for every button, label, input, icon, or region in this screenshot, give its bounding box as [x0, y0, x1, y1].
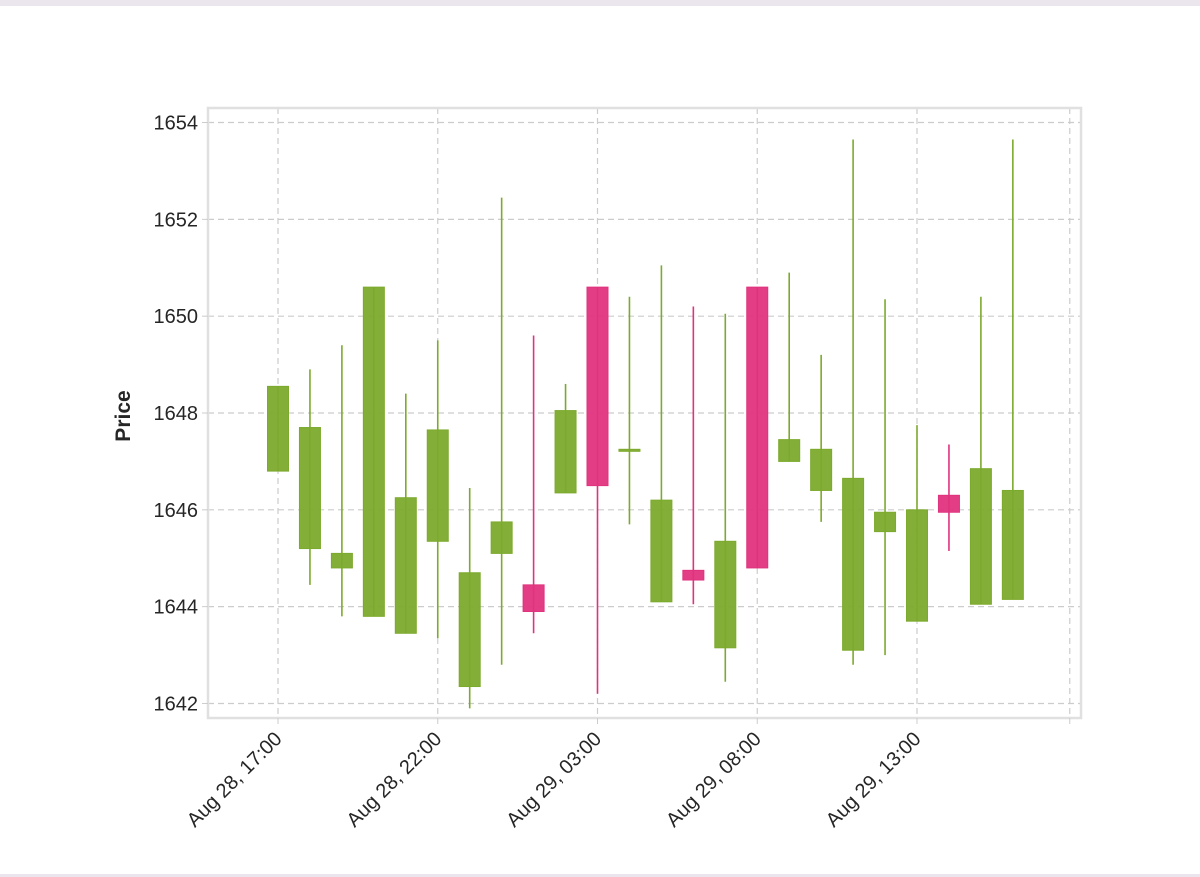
candle — [682, 306, 705, 605]
x-tick-label: Aug 29, 08:00 — [662, 728, 766, 832]
y-axis-label: Price — [112, 390, 135, 441]
y-tick-label: 1652 — [154, 209, 199, 231]
candle — [778, 272, 801, 462]
candle — [330, 345, 353, 617]
candle — [714, 313, 737, 682]
candle — [874, 299, 897, 656]
x-tick-label: Aug 28, 22:00 — [343, 728, 447, 832]
y-tick-label: 1654 — [154, 113, 199, 135]
candle-body — [874, 511, 897, 533]
y-axis-ticks: 1642 1644 1646 1648 1650 1652 1654 — [154, 113, 208, 715]
candles — [267, 139, 1024, 709]
y-tick-label: 1650 — [154, 306, 199, 328]
candle — [298, 369, 321, 585]
y-tick-label: 1644 — [154, 597, 199, 619]
candle-body — [714, 540, 737, 649]
candle — [810, 354, 833, 522]
x-tick-label: Aug 29, 03:00 — [502, 728, 606, 832]
candle — [1001, 139, 1024, 600]
candle — [842, 139, 865, 665]
candle-body — [969, 468, 992, 605]
candle — [746, 286, 769, 569]
top-border-strip — [0, 0, 1200, 6]
candle-body — [586, 286, 609, 487]
candle-body — [746, 286, 769, 569]
candle-body — [810, 448, 833, 491]
y-tick-label: 1646 — [154, 500, 199, 522]
x-tick-label: Aug 28, 17:00 — [183, 728, 287, 832]
candle-body — [394, 497, 417, 634]
candle-body — [330, 552, 353, 569]
candle — [426, 340, 449, 639]
candle — [906, 425, 928, 622]
candle — [937, 444, 960, 551]
bottom-border-strip — [0, 874, 1200, 877]
candle-body — [362, 286, 385, 617]
candle-body — [906, 509, 928, 622]
candle — [362, 286, 385, 617]
grid-lines — [208, 108, 1081, 718]
candle-body — [618, 448, 641, 452]
candle-body — [298, 427, 321, 550]
candle-body — [458, 572, 481, 688]
candle-body — [778, 439, 801, 462]
candle-body — [682, 569, 705, 581]
candle — [969, 296, 992, 605]
candle-body — [490, 521, 513, 554]
candle-body — [650, 499, 673, 603]
candle — [554, 383, 577, 494]
candle-body — [554, 410, 577, 494]
candle — [458, 488, 481, 709]
candle — [650, 265, 673, 603]
candle-body — [842, 477, 865, 651]
x-axis-ticks: Aug 28, 17:00 Aug 28, 22:00 Aug 29, 03:00 A… — [183, 718, 1071, 832]
candle — [522, 335, 545, 634]
candle-body — [267, 385, 289, 472]
y-tick-label: 1648 — [154, 403, 199, 425]
candle — [586, 286, 609, 694]
candle — [394, 393, 417, 634]
candle-body — [937, 494, 960, 513]
candle — [490, 197, 513, 665]
candle-body — [426, 429, 449, 542]
x-tick-label: Aug 29, 13:00 — [822, 728, 926, 832]
candle — [267, 385, 289, 472]
candle-body — [1001, 489, 1024, 600]
candle-body — [522, 584, 545, 612]
candle — [618, 296, 641, 525]
y-tick-label: 1642 — [154, 693, 199, 715]
